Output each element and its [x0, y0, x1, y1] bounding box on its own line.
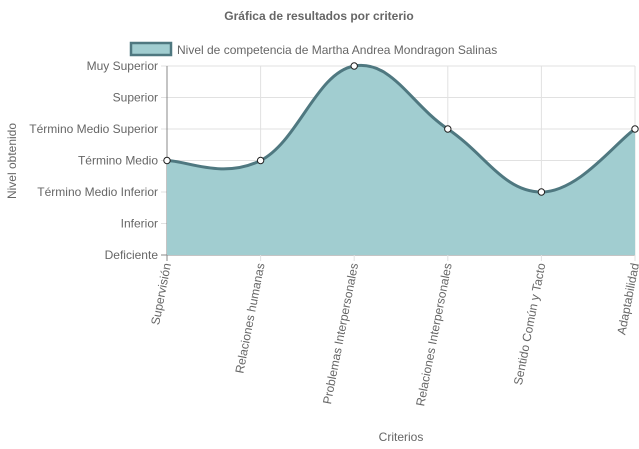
y-tick-label: Deficiente — [105, 248, 159, 262]
legend-label[interactable]: Nivel de competencia de Martha Andrea Mo… — [177, 43, 497, 57]
data-point[interactable] — [537, 188, 546, 196]
x-axis-ticks: Supervisión Relaciones humanas Problemas I… — [148, 262, 639, 408]
data-point[interactable] — [350, 62, 358, 70]
y-tick-label: Término Medio Inferior — [37, 185, 158, 199]
y-tick-label: Inferior — [121, 217, 158, 231]
series-area-fill — [167, 65, 635, 255]
data-point[interactable] — [631, 125, 639, 133]
data-point[interactable] — [444, 125, 452, 133]
y-tick-label: Muy Superior — [87, 59, 158, 73]
series-area — [166, 63, 636, 255]
chart-title: Gráfica de resultados por criterio — [224, 9, 413, 23]
x-tick-label: Problemas Interpersonales — [320, 262, 361, 405]
x-tick-label: Sentido Común y Tacto — [511, 262, 548, 387]
data-points — [163, 62, 639, 196]
series-line — [166, 63, 636, 194]
y-tick-label: Término Medio — [78, 154, 158, 168]
legend-swatch[interactable] — [129, 41, 173, 57]
data-point[interactable] — [163, 156, 171, 165]
x-tick-label: Supervisión — [148, 262, 174, 326]
y-axis-ticks: Deficiente Inferior Término Medio Inferior… — [29, 59, 158, 262]
x-tick-label: Adaptabilidad — [614, 262, 639, 336]
y-tick-label: Término Medio Superior — [29, 122, 158, 136]
legend[interactable]: Nivel de competencia de Martha Andrea Mo… — [129, 41, 497, 57]
y-tick-label: Superior — [113, 91, 158, 105]
x-axis-title: Criterios — [379, 430, 424, 444]
x-tick-label: Relaciones humanas — [232, 262, 267, 375]
x-tick-label: Relaciones Interpersonales — [413, 262, 454, 407]
data-point[interactable] — [256, 156, 265, 165]
y-axis-title: Nivel obtenido — [5, 123, 19, 199]
